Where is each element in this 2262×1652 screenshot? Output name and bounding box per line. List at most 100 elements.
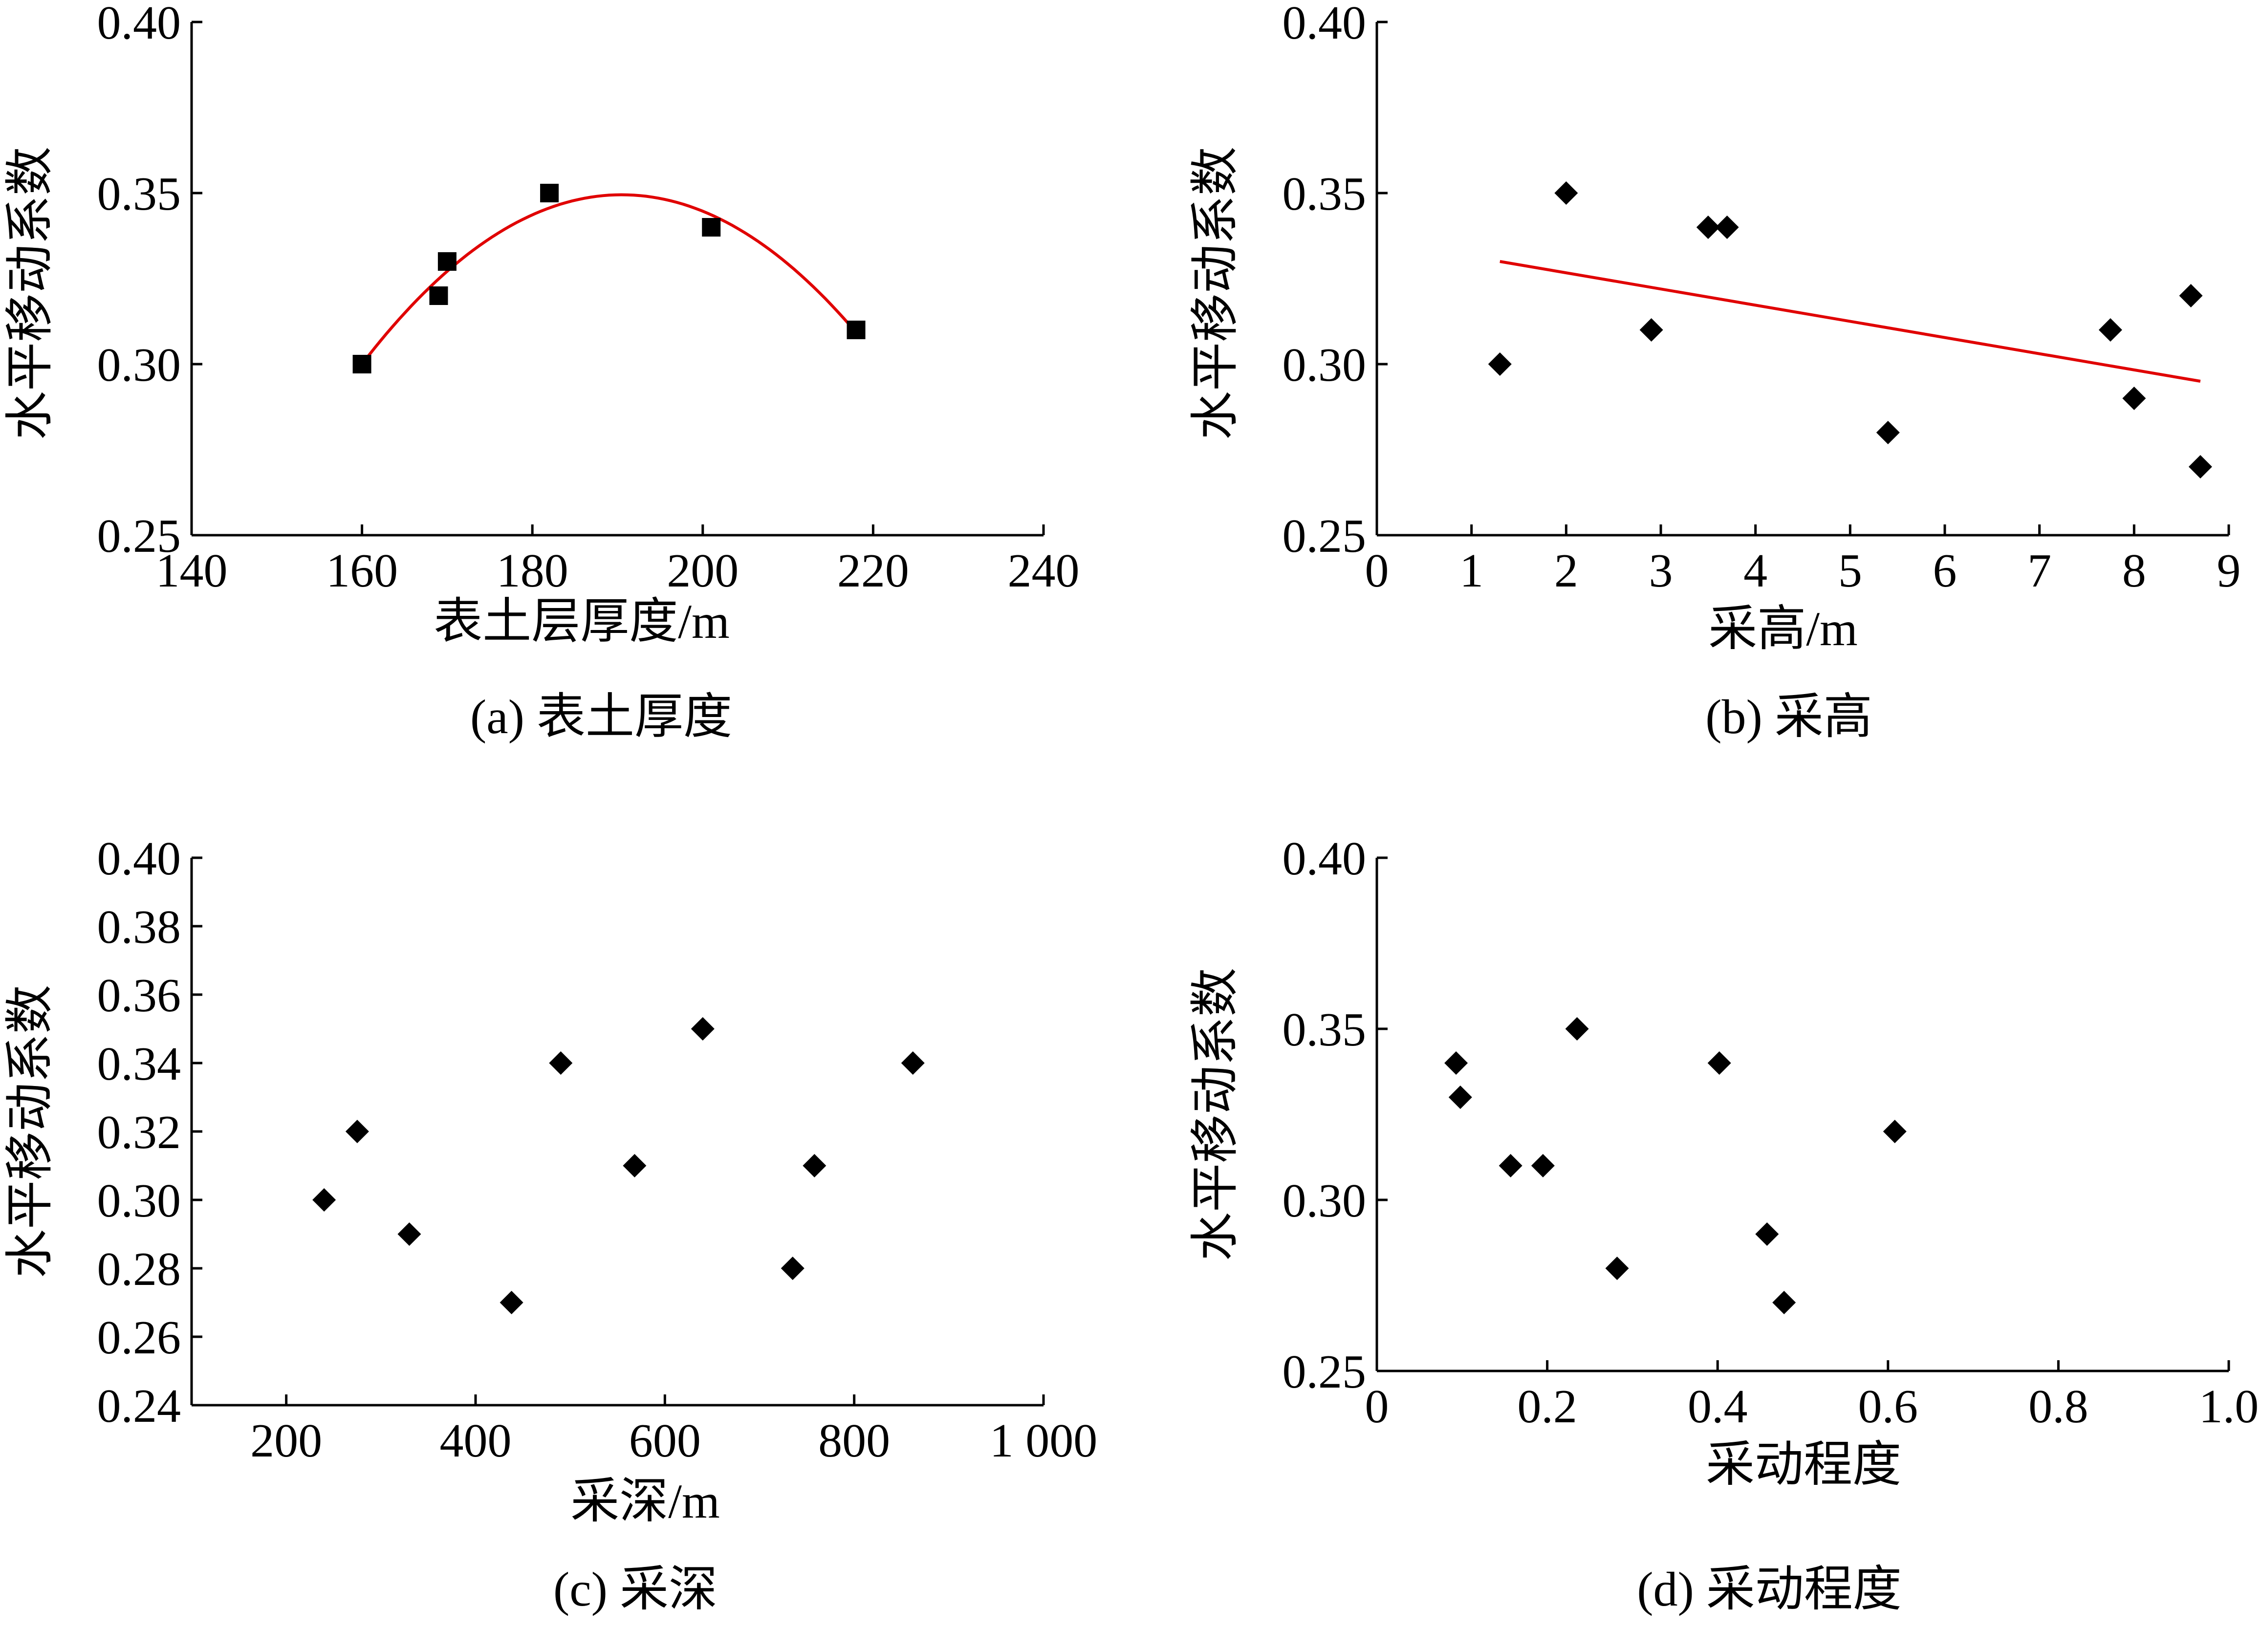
x-axis-title: 采高/m xyxy=(1708,602,1858,656)
y-tick-label: 0.34 xyxy=(97,1038,181,1090)
y-axis-title: 水平移动系数 xyxy=(1188,968,1242,1261)
data-point xyxy=(702,218,721,237)
chart-panel-b: 0 1 2 3 4 5 6 7 8 9 0.25 0.30 0.35 0.40 采高/m 水平移动系数 (b) … xyxy=(1188,0,2241,744)
data-point xyxy=(623,1154,647,1177)
data-point xyxy=(437,252,457,271)
fit-curve xyxy=(1500,260,2201,383)
data-point xyxy=(1772,1291,1796,1314)
x-tick-label: 4 xyxy=(1743,544,1767,597)
x-tick-label: 400 xyxy=(440,1414,512,1467)
panel-caption: (c) 采深 xyxy=(553,1562,718,1616)
y-tick-label: 0.24 xyxy=(97,1380,181,1433)
y-tick-label: 0.40 xyxy=(97,0,181,49)
y-axis-title: 水平移动系数 xyxy=(1188,147,1242,440)
fit-curve xyxy=(361,193,857,365)
x-tick-label: 0.2 xyxy=(1517,1380,1577,1433)
data-point xyxy=(1715,216,1739,239)
data-point xyxy=(1565,1017,1589,1041)
x-tick-label: 140 xyxy=(156,544,228,597)
y-tick-label: 0.35 xyxy=(1283,1003,1367,1056)
x-tick-label: 1.0 xyxy=(2199,1380,2259,1433)
x-tick-label: 1 000 xyxy=(990,1414,1098,1467)
data-point xyxy=(1448,1086,1472,1109)
x-tick-label: 3 xyxy=(1649,544,1673,597)
chart-panel-d: 0 0.2 0.4 0.6 0.8 1.0 0.25 0.30 0.35 0.40 采动程度 水平移动… xyxy=(1188,832,2259,1616)
x-tick-label: 5 xyxy=(1838,544,1862,597)
data-point xyxy=(1707,1051,1731,1075)
x-tick-label: 2 xyxy=(1554,544,1578,597)
x-axis-title: 表土层厚度/m xyxy=(434,594,730,649)
y-tick-label: 0.40 xyxy=(1283,832,1367,885)
data-point xyxy=(1755,1222,1779,1246)
x-tick-label: 9 xyxy=(2217,544,2241,597)
data-point xyxy=(781,1257,805,1280)
x-tick-label: 220 xyxy=(837,544,909,597)
x-tick-label: 160 xyxy=(326,544,398,597)
x-axis-title: 采动程度 xyxy=(1706,1437,1901,1492)
y-tick-label: 0.35 xyxy=(97,168,181,220)
data-point xyxy=(691,1017,715,1041)
y-tick-label: 0.30 xyxy=(1283,1174,1367,1227)
y-tick-label: 0.36 xyxy=(97,969,181,1022)
x-tick-label: 600 xyxy=(629,1414,701,1467)
y-tick-label: 0.26 xyxy=(97,1311,181,1364)
data-point xyxy=(352,355,371,373)
y-tick-label: 0.25 xyxy=(1283,510,1367,563)
y-tick-label: 0.38 xyxy=(97,901,181,954)
data-point xyxy=(901,1051,925,1075)
x-tick-label: 0.8 xyxy=(2028,1380,2088,1433)
data-point xyxy=(429,286,448,305)
x-tick-label: 0.6 xyxy=(1858,1380,1918,1433)
panel-caption: (b) 采高 xyxy=(1705,690,1872,744)
x-tick-label: 0.4 xyxy=(1688,1380,1748,1433)
data-point xyxy=(1605,1257,1629,1280)
y-tick-label: 0.35 xyxy=(1283,168,1367,220)
x-tick-label: 800 xyxy=(818,1414,890,1467)
data-point xyxy=(1444,1051,1468,1075)
data-point xyxy=(1499,1154,1522,1177)
data-point xyxy=(803,1154,826,1177)
data-point xyxy=(345,1120,369,1143)
x-tick-label: 180 xyxy=(497,544,568,597)
x-tick-label: 200 xyxy=(667,544,739,597)
panel-caption: (a) 表土厚度 xyxy=(470,690,732,744)
y-tick-label: 0.40 xyxy=(97,832,181,885)
data-point xyxy=(397,1222,421,1246)
x-tick-label: 6 xyxy=(1933,544,1957,597)
y-tick-label: 0.30 xyxy=(1283,339,1367,391)
x-tick-label: 0 xyxy=(1365,544,1389,597)
y-axis-title: 水平移动系数 xyxy=(3,147,57,440)
data-point xyxy=(1876,421,1900,444)
data-point xyxy=(2122,387,2146,410)
data-point xyxy=(2098,318,2122,342)
chart-panel-a: 140 160 180 200 220 240 0.25 0.30 0.35 0.40 表土层厚度/… xyxy=(3,0,1080,744)
data-point xyxy=(312,1188,336,1212)
data-point xyxy=(549,1051,573,1075)
chart-panel-c: 200 400 600 800 1 000 0.24 0.26 0.28 0.30 0.32 0.3… xyxy=(3,832,1097,1616)
x-axis-title: 采深/m xyxy=(570,1474,720,1528)
data-point xyxy=(847,321,866,339)
x-tick-label: 8 xyxy=(2122,544,2146,597)
data-point xyxy=(1554,181,1578,205)
data-point xyxy=(1639,318,1663,342)
y-tick-label: 0.25 xyxy=(1283,1346,1367,1398)
x-tick-label: 240 xyxy=(1008,544,1080,597)
x-tick-label: 1 xyxy=(1459,544,1483,597)
y-tick-label: 0.30 xyxy=(97,1174,181,1227)
data-point xyxy=(1883,1120,1907,1143)
panel-caption: (d) 采动程度 xyxy=(1637,1562,1902,1616)
data-point xyxy=(500,1291,523,1314)
data-point xyxy=(2188,455,2212,478)
y-tick-label: 0.32 xyxy=(97,1106,181,1159)
data-point xyxy=(1488,352,1512,376)
y-tick-label: 0.30 xyxy=(97,339,181,391)
y-tick-label: 0.40 xyxy=(1283,0,1367,49)
x-tick-label: 200 xyxy=(250,1414,322,1467)
data-point xyxy=(2179,284,2203,307)
y-tick-label: 0.28 xyxy=(97,1243,181,1296)
x-tick-label: 7 xyxy=(2027,544,2051,597)
x-tick-label: 0 xyxy=(1365,1380,1389,1433)
data-point xyxy=(540,184,559,202)
y-axis-title: 水平移动系数 xyxy=(3,985,57,1278)
